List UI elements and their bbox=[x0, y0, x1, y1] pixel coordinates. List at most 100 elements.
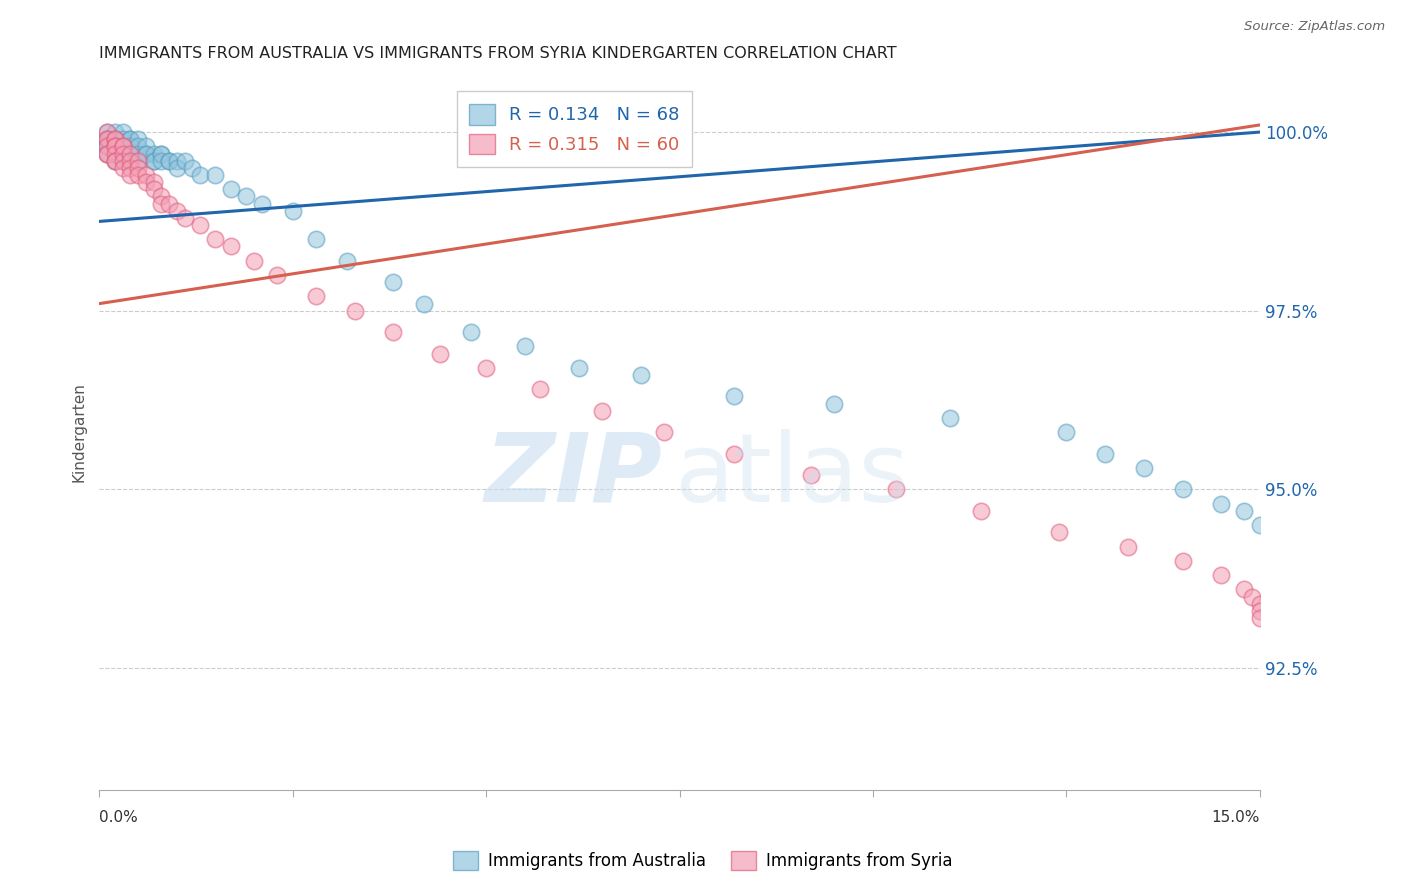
Point bbox=[127, 139, 149, 153]
Point bbox=[104, 146, 127, 161]
Point bbox=[157, 153, 180, 168]
Point bbox=[250, 196, 273, 211]
Text: IMMIGRANTS FROM AUSTRALIA VS IMMIGRANTS FROM SYRIA KINDERGARTEN CORRELATION CHAR: IMMIGRANTS FROM AUSTRALIA VS IMMIGRANTS … bbox=[100, 46, 897, 62]
Point bbox=[460, 325, 482, 339]
Point bbox=[305, 289, 328, 303]
Point bbox=[96, 132, 118, 146]
Point bbox=[970, 504, 993, 518]
Point bbox=[166, 203, 188, 218]
Point bbox=[96, 139, 118, 153]
Point bbox=[150, 196, 173, 211]
Point bbox=[1171, 483, 1194, 497]
Point bbox=[135, 168, 157, 182]
Point bbox=[1241, 590, 1264, 604]
Point bbox=[96, 139, 118, 153]
Point bbox=[127, 132, 149, 146]
Point bbox=[104, 153, 127, 168]
Text: 0.0%: 0.0% bbox=[100, 810, 138, 825]
Point bbox=[1171, 554, 1194, 568]
Point bbox=[111, 139, 134, 153]
Point bbox=[652, 425, 675, 440]
Point bbox=[1249, 597, 1271, 611]
Point bbox=[382, 325, 405, 339]
Text: Source: ZipAtlas.com: Source: ZipAtlas.com bbox=[1244, 20, 1385, 33]
Point bbox=[142, 175, 165, 189]
Point bbox=[111, 161, 134, 175]
Point bbox=[219, 239, 242, 253]
Point bbox=[111, 139, 134, 153]
Point bbox=[104, 153, 127, 168]
Legend: R = 0.134   N = 68, R = 0.315   N = 60: R = 0.134 N = 68, R = 0.315 N = 60 bbox=[457, 91, 692, 167]
Point bbox=[281, 203, 304, 218]
Point bbox=[127, 153, 149, 168]
Point bbox=[96, 146, 118, 161]
Point bbox=[120, 153, 142, 168]
Point bbox=[127, 161, 149, 175]
Point bbox=[104, 132, 127, 146]
Point bbox=[135, 139, 157, 153]
Point bbox=[104, 153, 127, 168]
Point bbox=[120, 161, 142, 175]
Point bbox=[142, 182, 165, 196]
Point bbox=[382, 275, 405, 289]
Point bbox=[120, 146, 142, 161]
Point bbox=[413, 296, 436, 310]
Point bbox=[111, 146, 134, 161]
Point bbox=[1133, 461, 1156, 475]
Point bbox=[475, 360, 498, 375]
Point bbox=[104, 132, 127, 146]
Point bbox=[111, 125, 134, 139]
Point bbox=[568, 360, 591, 375]
Point bbox=[336, 253, 359, 268]
Point bbox=[243, 253, 266, 268]
Point bbox=[142, 153, 165, 168]
Point bbox=[127, 153, 149, 168]
Point bbox=[111, 146, 134, 161]
Point bbox=[1211, 568, 1233, 582]
Point bbox=[142, 146, 165, 161]
Point bbox=[181, 161, 204, 175]
Point bbox=[1047, 525, 1070, 540]
Point bbox=[111, 132, 134, 146]
Text: atlas: atlas bbox=[673, 429, 908, 522]
Point bbox=[120, 132, 142, 146]
Point bbox=[104, 139, 127, 153]
Point bbox=[166, 153, 188, 168]
Point bbox=[884, 483, 907, 497]
Text: ZIP: ZIP bbox=[485, 429, 662, 522]
Point bbox=[529, 382, 551, 396]
Point bbox=[188, 218, 211, 232]
Point bbox=[343, 303, 366, 318]
Point bbox=[188, 168, 211, 182]
Point bbox=[429, 346, 451, 360]
Point bbox=[1233, 582, 1256, 597]
Point bbox=[150, 153, 173, 168]
Point bbox=[630, 368, 652, 382]
Point bbox=[150, 189, 173, 203]
Point bbox=[1094, 447, 1116, 461]
Point bbox=[266, 268, 288, 282]
Text: 15.0%: 15.0% bbox=[1212, 810, 1260, 825]
Point bbox=[104, 132, 127, 146]
Point bbox=[127, 146, 149, 161]
Point bbox=[800, 468, 823, 483]
Legend: Immigrants from Australia, Immigrants from Syria: Immigrants from Australia, Immigrants fr… bbox=[447, 844, 959, 877]
Point bbox=[104, 139, 127, 153]
Point bbox=[104, 146, 127, 161]
Point bbox=[1233, 504, 1256, 518]
Point bbox=[96, 125, 118, 139]
Point bbox=[96, 139, 118, 153]
Point bbox=[513, 339, 536, 353]
Point bbox=[111, 153, 134, 168]
Point bbox=[135, 146, 157, 161]
Point bbox=[104, 125, 127, 139]
Point bbox=[150, 146, 173, 161]
Point bbox=[157, 196, 180, 211]
Point bbox=[166, 161, 188, 175]
Point bbox=[150, 146, 173, 161]
Point bbox=[111, 139, 134, 153]
Point bbox=[204, 168, 226, 182]
Point bbox=[204, 232, 226, 246]
Point bbox=[120, 139, 142, 153]
Point bbox=[96, 125, 118, 139]
